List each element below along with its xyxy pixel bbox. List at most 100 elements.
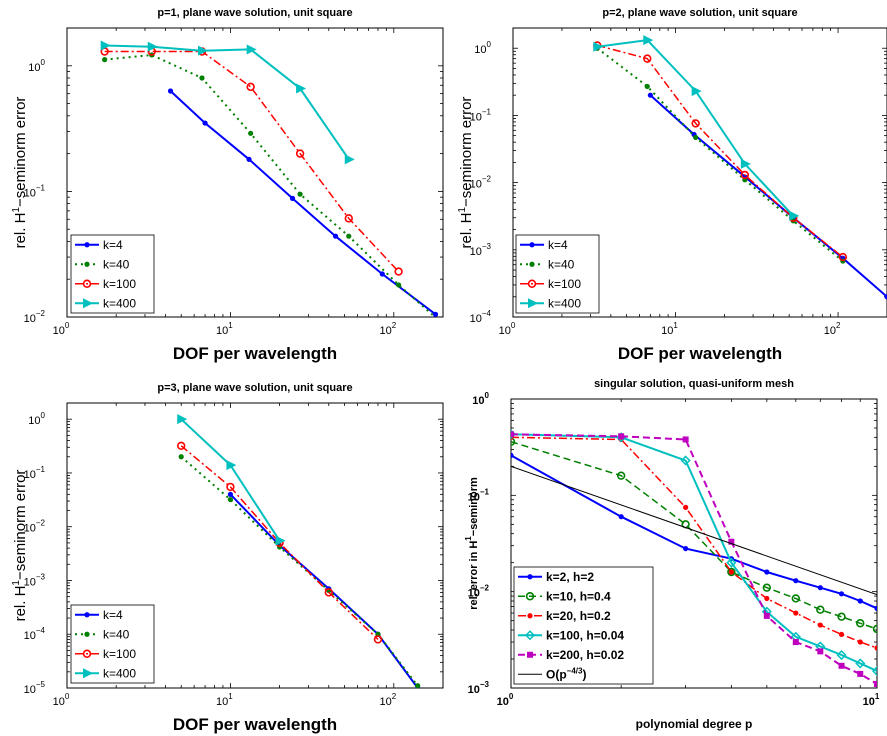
data-point [511,431,514,438]
data-point [680,455,691,466]
x-tick-label: 101 [661,321,678,337]
x-tick-label: 102 [379,692,396,708]
legend-marker [525,592,535,601]
data-point [791,594,801,603]
legend-box [513,566,654,685]
series-line-1 [169,90,437,316]
data-point [289,195,296,201]
y-tick-label: 10−5 [24,680,46,696]
data-point [817,648,824,655]
y-tick-label: 100 [28,411,45,427]
data-point [324,588,333,597]
legend-marker [527,574,533,580]
data-point [740,158,751,169]
data-point [440,321,445,326]
legend-marker [82,279,92,288]
axes-box [66,402,444,689]
data-point [691,86,702,97]
legend-marker [527,651,533,658]
data-point [789,210,800,221]
data-point [792,639,799,646]
data-point [740,170,750,180]
data-point [616,471,626,480]
data-point [246,82,255,92]
data-point [332,233,339,239]
data-point [817,585,823,591]
series-line-6 [511,465,877,596]
chart-title: p=2, plane wave solution, unit square [602,7,797,19]
legend-label: k=100 [103,277,136,291]
x-tick-label: 100 [53,692,70,708]
legend-marker [82,649,92,658]
data-point [296,83,307,94]
data-point [647,92,653,98]
x-axis-label: DOF per wavelength [173,715,337,734]
data-point [728,538,735,545]
series-line-3 [104,50,400,273]
legend-label: k=40 [103,257,130,271]
series-line-5 [511,433,877,685]
data-point [764,569,770,575]
legend-label: k=200, h=0.02 [546,648,624,662]
data-point [593,41,604,52]
data-point [727,567,736,577]
legend-label: k=400 [103,666,136,680]
legend-label: k=4 [103,238,123,252]
data-point [275,535,286,546]
axes-box [66,27,444,318]
legend-label: k=40 [103,627,130,641]
data-point [762,583,772,592]
data-point [248,130,254,136]
legend: k=2, h=2 k=10, h=0.4 k=20, h=0.2 k=100, h=0… [513,566,654,685]
data-point [872,624,877,634]
data-point [838,252,848,262]
x-tick-label: 100 [499,321,516,337]
series-line-1 [229,493,419,688]
y-axis-label: rel. H1−seminorm error [11,470,29,622]
y-axis-label: rel. H1−seminorm error [11,97,29,249]
y-axis-label: rel. error in H1−seminorm [464,477,480,610]
legend-marker [84,261,90,267]
data-point [197,45,208,56]
data-point [763,612,770,619]
legend: k=4 k=40 k=100 k=400 [70,234,155,314]
data-point [816,605,825,614]
legend-label: k=400 [103,296,136,310]
data-point [147,41,158,52]
data-point [344,214,353,223]
data-point [100,40,111,51]
chart-title: singular solution, quasi-uniform mesh [594,378,794,390]
data-point [295,149,305,158]
legend-marker [84,612,90,618]
x-tick-label: 100 [53,321,70,337]
legend-marker [527,279,537,288]
data-point [691,119,700,128]
y-tick-label: 10−3 [468,680,490,696]
data-point [227,496,234,503]
legend-label: k=4 [103,608,123,622]
plot-area [177,414,421,688]
legend-marker [529,261,535,267]
data-point [344,154,355,165]
y-tick-label: 10−4 [470,309,492,325]
series-line-3 [511,436,877,649]
axes-box [512,27,887,318]
legend-label: k=400 [548,296,581,310]
x-tick-label: 100 [497,692,514,708]
legend-marker [529,242,535,248]
legend-label: k=4 [548,238,568,252]
x-tick-label: 101 [216,321,233,337]
data-point [167,88,174,94]
data-point [857,598,863,604]
data-point [884,294,887,300]
legend-label: k=20, h=0.2 [546,609,611,623]
series-line-4 [180,418,281,542]
data-point [177,441,186,450]
legend-marker [83,298,93,309]
data-point [643,35,654,46]
data-point [682,436,689,443]
plot-area [100,40,445,326]
